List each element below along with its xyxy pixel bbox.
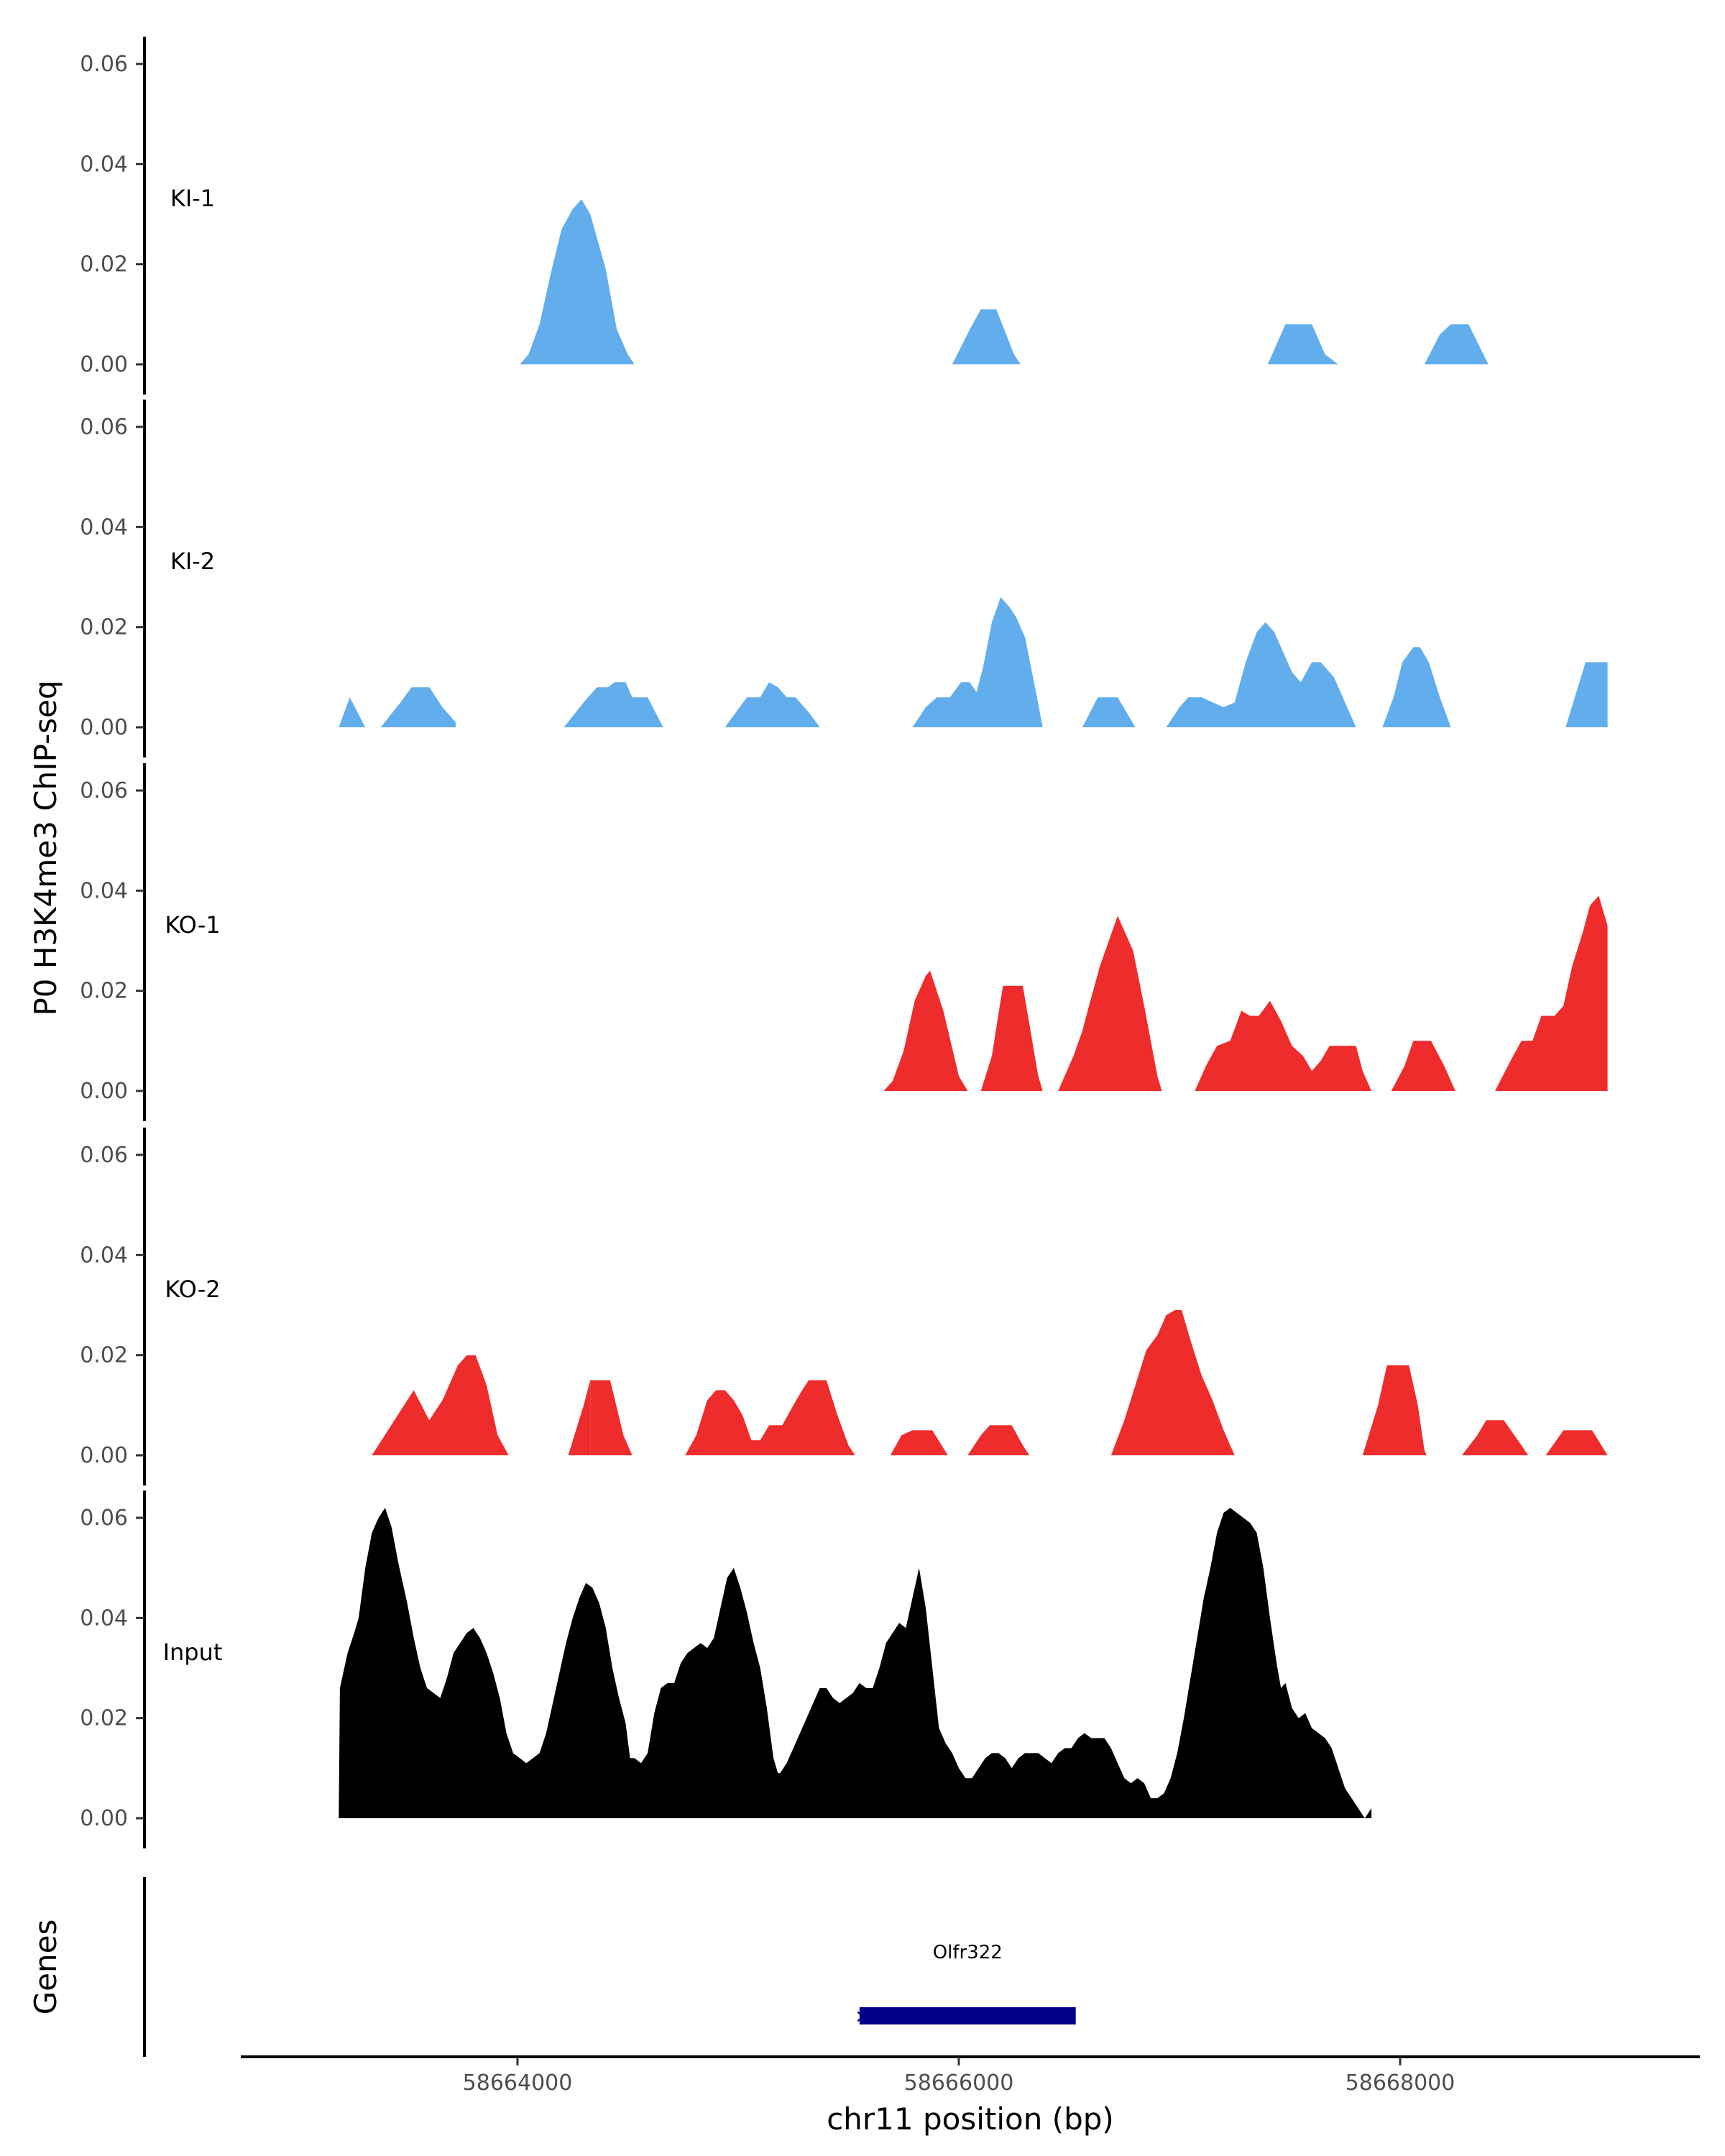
y-axis-title: P0 H3K4me3 ChIP-seq bbox=[28, 680, 63, 1015]
track-label-ki-2: KI-2 bbox=[170, 548, 215, 575]
signal-area-ko-2-3 bbox=[685, 1380, 855, 1455]
gene-label-0: Olfr322 bbox=[933, 1942, 1003, 1963]
signal-area-ko-2-5 bbox=[967, 1425, 1030, 1455]
signal-area-ko-1-1 bbox=[980, 985, 1043, 1091]
y-tick-label-ko-2-0: 0.00 bbox=[80, 1443, 128, 1468]
signal-area-ki-1-2 bbox=[1267, 324, 1338, 364]
y-tick-label-ko-2-3: 0.06 bbox=[80, 1143, 128, 1168]
signal-area-ki-2-4 bbox=[724, 682, 820, 727]
signal-area-ko-1-4 bbox=[1391, 1041, 1455, 1091]
genes-axis-title: Genes bbox=[28, 1920, 63, 2015]
signal-area-ko-1-3 bbox=[1195, 1000, 1372, 1091]
signal-area-ki-2-8 bbox=[1382, 647, 1451, 727]
signal-area-ki-1-3 bbox=[1424, 324, 1489, 364]
y-tick-label-ki-1-3: 0.06 bbox=[80, 52, 128, 77]
signal-area-ki-2-0 bbox=[339, 697, 366, 727]
y-tick-label-input-2: 0.04 bbox=[80, 1606, 128, 1631]
y-tick-label-input-0: 0.00 bbox=[80, 1806, 128, 1831]
y-tick-label-ki-2-1: 0.02 bbox=[80, 615, 128, 640]
gene-strand-marker-0: × bbox=[855, 2006, 870, 2027]
track-label-ki-1: KI-1 bbox=[170, 185, 215, 212]
signal-area-ko-2-4 bbox=[890, 1430, 948, 1455]
signal-area-ki-2-6 bbox=[1082, 697, 1136, 727]
y-tick-label-ki-1-2: 0.04 bbox=[80, 152, 128, 177]
signal-area-ko-2-0 bbox=[372, 1355, 509, 1455]
signal-area-ko-2-8 bbox=[1462, 1420, 1529, 1455]
x-tick-label-0: 58664000 bbox=[463, 2070, 573, 2096]
track-label-ko-2: KO-2 bbox=[165, 1276, 220, 1303]
signal-area-ko-1-2 bbox=[1058, 916, 1162, 1091]
signal-area-ki-2-9 bbox=[1565, 662, 1608, 727]
y-tick-label-ki-2-3: 0.06 bbox=[80, 415, 128, 440]
signal-area-ki-2-1 bbox=[380, 687, 456, 727]
signal-area-ko-1-0 bbox=[883, 970, 968, 1091]
signal-area-ki-1-0 bbox=[520, 199, 635, 364]
track-label-ko-1: KO-1 bbox=[165, 911, 220, 939]
signal-area-ko-2-6 bbox=[1110, 1310, 1235, 1455]
signal-area-ki-2-7 bbox=[1166, 622, 1356, 727]
signal-area-ko-2-9 bbox=[1545, 1430, 1608, 1455]
signal-area-ko-2-7 bbox=[1362, 1365, 1427, 1455]
signal-area-ki-2-3 bbox=[615, 682, 663, 727]
y-tick-label-ko-2-2: 0.04 bbox=[80, 1243, 128, 1268]
signal-area-input-0 bbox=[339, 1508, 1372, 1818]
y-tick-label-ko-1-0: 0.00 bbox=[80, 1079, 128, 1104]
y-tick-label-ki-1-1: 0.02 bbox=[80, 252, 128, 277]
x-tick-label-1: 58666000 bbox=[904, 2070, 1014, 2096]
y-tick-label-ki-2-0: 0.00 bbox=[80, 715, 128, 740]
signal-area-ko-2-1 bbox=[568, 1380, 591, 1455]
y-tick-label-ko-2-1: 0.02 bbox=[80, 1343, 128, 1368]
y-tick-label-ki-2-2: 0.04 bbox=[80, 515, 128, 540]
y-tick-label-ko-1-2: 0.04 bbox=[80, 878, 128, 903]
y-tick-label-ki-1-0: 0.00 bbox=[80, 352, 128, 377]
x-tick-label-2: 58668000 bbox=[1346, 2070, 1455, 2096]
y-tick-label-input-1: 0.02 bbox=[80, 1706, 128, 1731]
y-tick-label-ko-1-1: 0.02 bbox=[80, 979, 128, 1004]
y-tick-label-ko-1-3: 0.06 bbox=[80, 778, 128, 803]
x-axis-title: chr11 position (bp) bbox=[827, 2101, 1114, 2137]
signal-area-ko-1-5 bbox=[1495, 895, 1608, 1091]
signal-area-ki-2-2 bbox=[564, 682, 615, 727]
gene-body-0 bbox=[859, 2007, 1076, 2024]
signal-area-ko-2-2 bbox=[590, 1380, 632, 1455]
signal-area-ki-2-5 bbox=[912, 596, 1043, 727]
signal-area-ki-1-1 bbox=[952, 309, 1021, 364]
track-label-input: Input bbox=[163, 1639, 223, 1666]
y-tick-label-input-3: 0.06 bbox=[80, 1506, 128, 1531]
